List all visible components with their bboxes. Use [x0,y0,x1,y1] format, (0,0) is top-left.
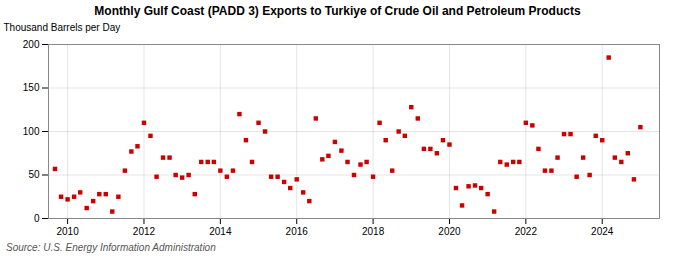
svg-text:2022: 2022 [515,226,538,237]
svg-text:2014: 2014 [209,226,232,237]
svg-text:2012: 2012 [133,226,156,237]
svg-text:2016: 2016 [286,226,309,237]
svg-text:2010: 2010 [56,226,79,237]
svg-text:2018: 2018 [362,226,385,237]
svg-text:2024: 2024 [591,226,614,237]
svg-text:2020: 2020 [438,226,461,237]
svg-text:0: 0 [34,213,40,224]
svg-text:200: 200 [23,39,40,50]
svg-text:50: 50 [28,169,40,180]
html-text:Monthly Gulf Coast (PADD 3) Ex: Monthly Gulf Coast (PADD 3) Exports to T… [94,4,581,18]
svg-text:Thousand Barrels per Day: Thousand Barrels per Day [4,22,121,33]
svg-text:100: 100 [23,126,40,137]
html-text:Source: U.S. Energy Informatio: Source: U.S. Energy Information Administ… [6,242,216,253]
svg-text:150: 150 [23,82,40,93]
